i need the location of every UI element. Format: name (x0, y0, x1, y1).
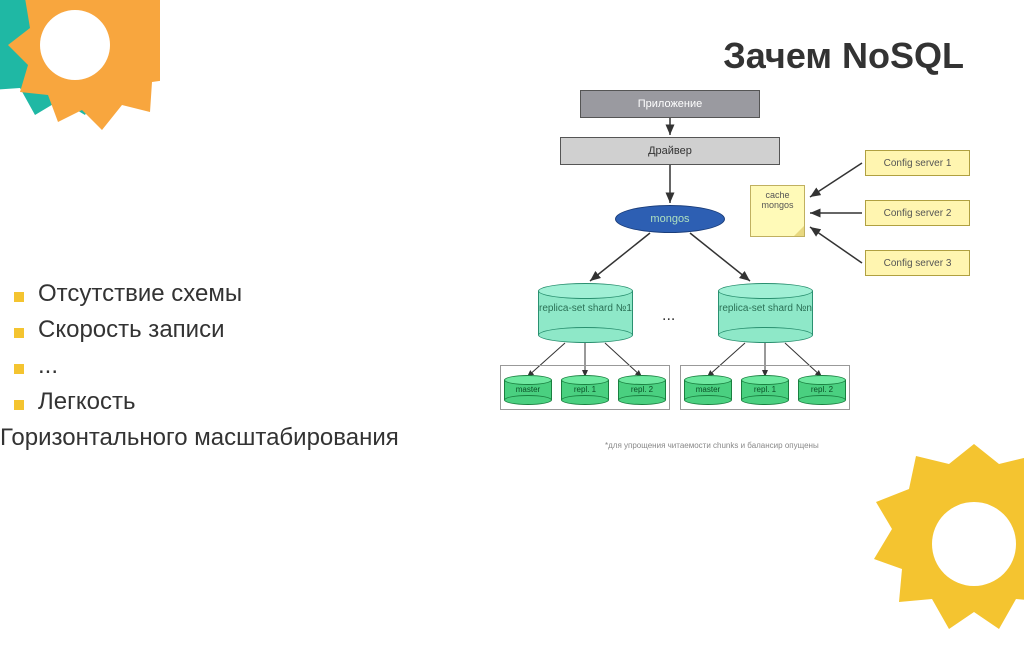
config-server-box: Config server 1 (865, 150, 970, 176)
bullet-text: Скорость записи (38, 316, 224, 344)
shard-cylinder: replica-set shard №n (718, 283, 813, 343)
config-server-box: Config server 3 (865, 250, 970, 276)
bullet-item: Скорость записи (0, 316, 420, 344)
replica-node: repl. 2 (618, 375, 666, 405)
node-label: master (504, 385, 552, 394)
node-label: repl. 1 (741, 385, 789, 394)
bullet-text: Отсутствие схемы (38, 280, 242, 308)
diagram-footnote: *для упрощения читаемости chunks и балан… (605, 441, 819, 450)
node-label: repl. 2 (618, 385, 666, 394)
bullet-item: Легкость (0, 388, 420, 416)
gear-decoration-top (0, 0, 160, 140)
replica-node: master (504, 375, 552, 405)
bullet-marker (14, 328, 24, 338)
node-label: repl. 1 (561, 385, 609, 394)
node-label: master (684, 385, 732, 394)
config-server-box: Config server 2 (865, 200, 970, 226)
gear-decoration-bottom (864, 434, 1024, 654)
replica-node: repl. 2 (798, 375, 846, 405)
slide-title: Зачем NoSQL (723, 35, 964, 77)
cache-note: cache mongos (750, 185, 805, 237)
architecture-diagram: Приложение Драйвер mongos cache mongos C… (430, 85, 990, 455)
bullet-item: Отсутствие схемы (0, 280, 420, 308)
replica-node: repl. 1 (741, 375, 789, 405)
bullet-item: ... (0, 352, 420, 380)
shard-label: replica-set shard №1 (538, 303, 633, 315)
shard-cylinder: replica-set shard №1 (538, 283, 633, 343)
bullet-text: ... (38, 352, 58, 380)
shard-label: replica-set shard №n (718, 303, 813, 315)
node-label: repl. 2 (798, 385, 846, 394)
bullet-list: Отсутствие схемы Скорость записи ... Лег… (0, 280, 420, 452)
app-box: Приложение (580, 90, 760, 118)
continuation-text: Горизонтального масштабирования (0, 424, 420, 452)
shard-ellipsis: ... (662, 307, 675, 325)
replica-node: repl. 1 (561, 375, 609, 405)
bullet-marker (14, 364, 24, 374)
driver-box: Драйвер (560, 137, 780, 165)
bullet-marker (14, 292, 24, 302)
mongos-node: mongos (615, 205, 725, 233)
replica-node: master (684, 375, 732, 405)
bullet-text: Легкость (38, 388, 135, 416)
bullet-marker (14, 400, 24, 410)
